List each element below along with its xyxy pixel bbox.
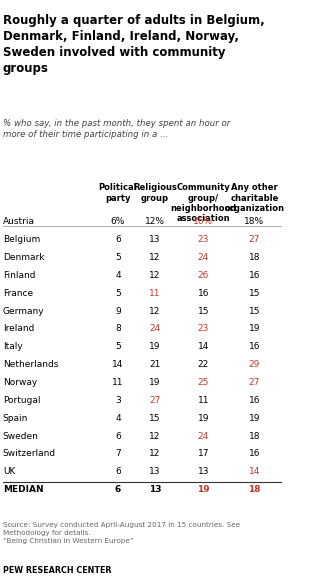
Text: 8: 8 bbox=[115, 324, 121, 334]
Text: 15: 15 bbox=[197, 306, 209, 316]
Text: % who say, in the past month, they spent an hour or
more of their time participa: % who say, in the past month, they spent… bbox=[3, 119, 230, 139]
Text: 16%: 16% bbox=[193, 218, 213, 226]
Text: Belgium: Belgium bbox=[3, 235, 40, 244]
Text: Religious
group: Religious group bbox=[133, 183, 177, 203]
Text: 16: 16 bbox=[249, 271, 260, 280]
Text: Spain: Spain bbox=[3, 414, 28, 423]
Text: Portugal: Portugal bbox=[3, 396, 40, 405]
Text: 12: 12 bbox=[149, 271, 161, 280]
Text: 11: 11 bbox=[149, 288, 161, 298]
Text: 22: 22 bbox=[198, 360, 209, 369]
Text: 27: 27 bbox=[149, 396, 161, 405]
Text: Community
group/
neighborhood
association: Community group/ neighborhood associatio… bbox=[170, 183, 236, 223]
Text: 23: 23 bbox=[198, 235, 209, 244]
Text: 13: 13 bbox=[149, 485, 161, 494]
Text: 19: 19 bbox=[249, 414, 260, 423]
Text: Roughly a quarter of adults in Belgium,
Denmark, Finland, Ireland, Norway,
Swede: Roughly a quarter of adults in Belgium, … bbox=[3, 14, 265, 76]
Text: 4: 4 bbox=[115, 414, 121, 423]
Text: 19: 19 bbox=[249, 324, 260, 334]
Text: 12: 12 bbox=[149, 449, 161, 458]
Text: 19: 19 bbox=[149, 342, 161, 351]
Text: 4: 4 bbox=[115, 271, 121, 280]
Text: 7: 7 bbox=[115, 449, 121, 458]
Text: 11: 11 bbox=[112, 378, 124, 387]
Text: 12%: 12% bbox=[145, 218, 165, 226]
Text: Political
party: Political party bbox=[99, 183, 137, 203]
Text: 9: 9 bbox=[115, 306, 121, 316]
Text: 21: 21 bbox=[149, 360, 161, 369]
Text: 18: 18 bbox=[249, 253, 260, 262]
Text: 16: 16 bbox=[249, 342, 260, 351]
Text: UK: UK bbox=[3, 467, 15, 476]
Text: 6: 6 bbox=[115, 467, 121, 476]
Text: 15: 15 bbox=[249, 306, 260, 316]
Text: 6%: 6% bbox=[111, 218, 125, 226]
Text: Austria: Austria bbox=[3, 218, 35, 226]
Text: 16: 16 bbox=[249, 396, 260, 405]
Text: 18: 18 bbox=[249, 432, 260, 441]
Text: Source: Survey conducted April-August 2017 in 15 countries. See
Methodology for : Source: Survey conducted April-August 20… bbox=[3, 522, 240, 545]
Text: MEDIAN: MEDIAN bbox=[3, 485, 44, 494]
Text: Germany: Germany bbox=[3, 306, 44, 316]
Text: France: France bbox=[3, 288, 33, 298]
Text: 23: 23 bbox=[198, 324, 209, 334]
Text: 24: 24 bbox=[149, 324, 161, 334]
Text: 27: 27 bbox=[249, 235, 260, 244]
Text: 12: 12 bbox=[149, 253, 161, 262]
Text: Netherlands: Netherlands bbox=[3, 360, 58, 369]
Text: 5: 5 bbox=[115, 342, 121, 351]
Text: 17: 17 bbox=[197, 449, 209, 458]
Text: 5: 5 bbox=[115, 253, 121, 262]
Text: 19: 19 bbox=[197, 414, 209, 423]
Text: PEW RESEARCH CENTER: PEW RESEARCH CENTER bbox=[3, 565, 111, 575]
Text: 18: 18 bbox=[248, 485, 261, 494]
Text: 24: 24 bbox=[198, 253, 209, 262]
Text: 18%: 18% bbox=[244, 218, 265, 226]
Text: 13: 13 bbox=[197, 467, 209, 476]
Text: 19: 19 bbox=[197, 485, 210, 494]
Text: 13: 13 bbox=[149, 467, 161, 476]
Text: Ireland: Ireland bbox=[3, 324, 34, 334]
Text: 6: 6 bbox=[115, 235, 121, 244]
Text: 14: 14 bbox=[249, 467, 260, 476]
Text: 14: 14 bbox=[198, 342, 209, 351]
Text: 15: 15 bbox=[249, 288, 260, 298]
Text: 13: 13 bbox=[149, 235, 161, 244]
Text: 19: 19 bbox=[149, 378, 161, 387]
Text: Finland: Finland bbox=[3, 271, 35, 280]
Text: 15: 15 bbox=[149, 414, 161, 423]
Text: Norway: Norway bbox=[3, 378, 37, 387]
Text: 6: 6 bbox=[115, 485, 121, 494]
Text: 6: 6 bbox=[115, 432, 121, 441]
Text: 26: 26 bbox=[198, 271, 209, 280]
Text: 11: 11 bbox=[197, 396, 209, 405]
Text: 25: 25 bbox=[198, 378, 209, 387]
Text: 3: 3 bbox=[115, 396, 121, 405]
Text: Italy: Italy bbox=[3, 342, 23, 351]
Text: 24: 24 bbox=[198, 432, 209, 441]
Text: 16: 16 bbox=[249, 449, 260, 458]
Text: 29: 29 bbox=[249, 360, 260, 369]
Text: 14: 14 bbox=[112, 360, 124, 369]
Text: 12: 12 bbox=[149, 432, 161, 441]
Text: 16: 16 bbox=[197, 288, 209, 298]
Text: 12: 12 bbox=[149, 306, 161, 316]
Text: Denmark: Denmark bbox=[3, 253, 44, 262]
Text: 5: 5 bbox=[115, 288, 121, 298]
Text: 27: 27 bbox=[249, 378, 260, 387]
Text: Switzerland: Switzerland bbox=[3, 449, 56, 458]
Text: Sweden: Sweden bbox=[3, 432, 39, 441]
Text: Any other
charitable
organization: Any other charitable organization bbox=[224, 183, 285, 213]
